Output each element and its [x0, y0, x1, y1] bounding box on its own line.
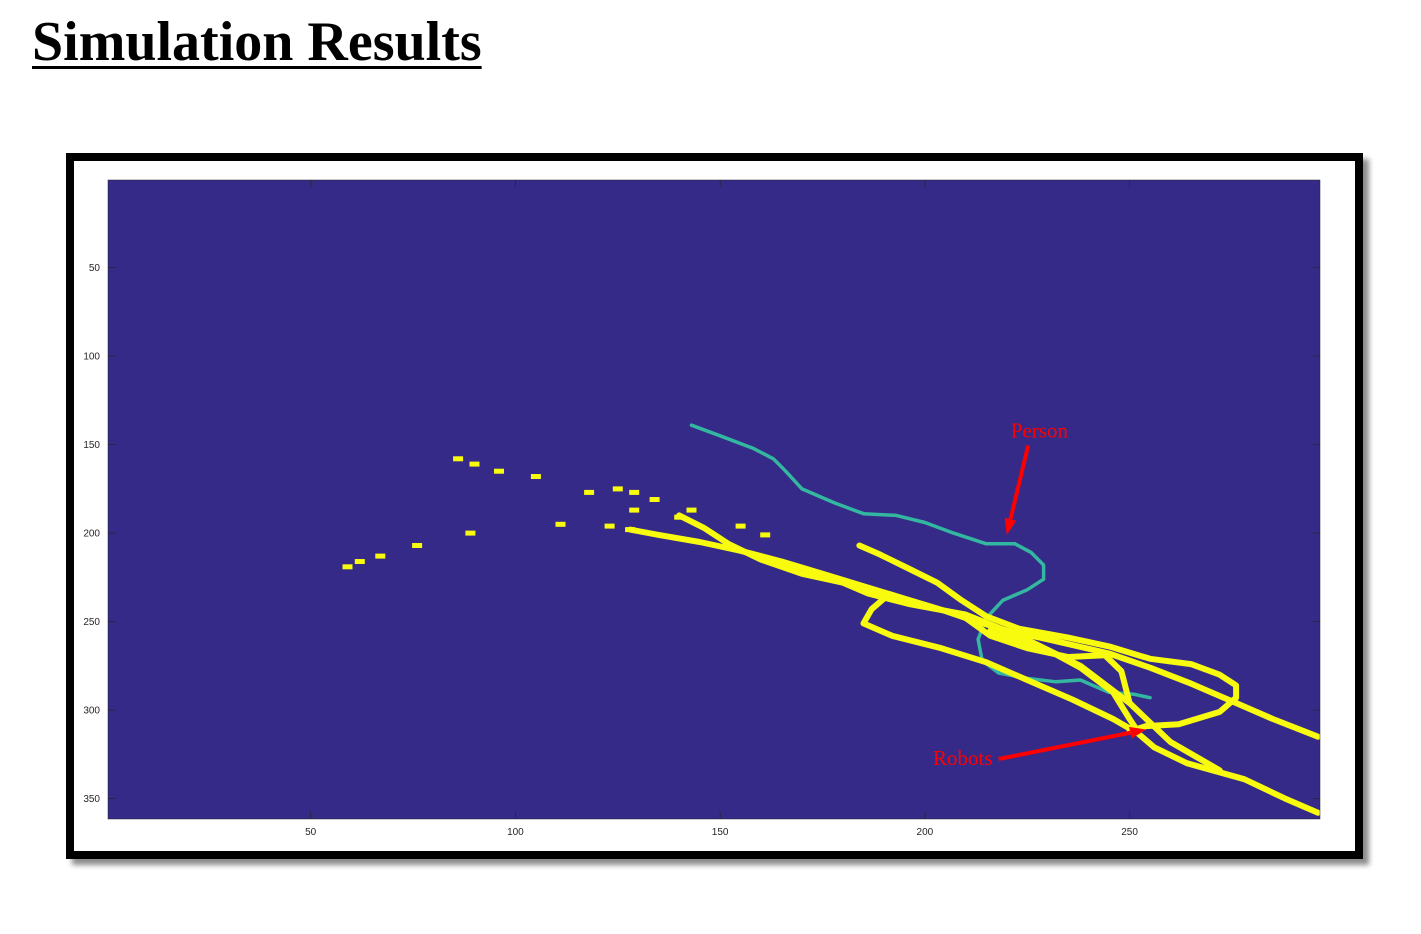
robot-point [555, 521, 566, 527]
axes-box [107, 179, 1321, 820]
robot-track-3 [856, 542, 1240, 735]
y-tick-label: 350 [83, 794, 100, 805]
robot-point [412, 543, 423, 548]
x-tick-label: 50 [305, 827, 317, 838]
page-title: Simulation Results [32, 11, 482, 73]
figure-frame: 50 100 150 200 250 50 100 150 200 250 300 350 Perso… [66, 153, 1363, 859]
robot-point [354, 559, 365, 564]
robot-point [530, 474, 541, 479]
robot-track-6 [987, 627, 1141, 735]
robot-point [760, 532, 771, 538]
annotation-arrowhead [1129, 726, 1146, 739]
robot-point [469, 461, 480, 467]
y-tick-label: 300 [83, 706, 100, 717]
robot-point [584, 489, 595, 495]
robot-point [629, 507, 640, 513]
robot-track-2 [676, 512, 1223, 774]
annotation-arrow [998, 730, 1131, 761]
robot-point [465, 530, 476, 536]
robot-point [612, 486, 623, 492]
x-tick-label: 250 [1121, 827, 1138, 838]
y-tick-label: 250 [83, 617, 100, 628]
robot-point [649, 497, 660, 502]
robot-point [342, 564, 353, 570]
annotation-arrow [1008, 445, 1031, 520]
robot-point [453, 456, 464, 462]
robot-point [375, 553, 386, 559]
annotation-label: Robots [933, 746, 993, 770]
robot-point [674, 514, 685, 520]
robot-point [604, 523, 615, 529]
robot-point [735, 523, 746, 529]
x-tick-label: 150 [712, 827, 729, 838]
y-tick-label: 50 [89, 263, 101, 274]
y-tick-label: 150 [83, 440, 100, 451]
y-tick-label: 200 [83, 529, 100, 540]
robot-point [625, 527, 636, 533]
x-tick-label: 200 [917, 827, 934, 838]
robot-point [629, 489, 640, 495]
robot-track-5 [962, 615, 1133, 707]
annotation-arrowhead [1004, 517, 1017, 535]
y-tick-label: 100 [83, 352, 100, 363]
robot-point [494, 468, 504, 474]
person-track-0 [689, 423, 1152, 700]
annotation-label: Person [1011, 419, 1069, 443]
plot-area [108, 180, 1320, 819]
robot-track-4 [860, 595, 1320, 816]
heatmap-plot: 50 100 150 200 250 50 100 150 200 250 300 350 Perso… [83, 179, 1321, 838]
x-tick-label: 100 [507, 827, 524, 838]
robot-point [686, 507, 697, 513]
